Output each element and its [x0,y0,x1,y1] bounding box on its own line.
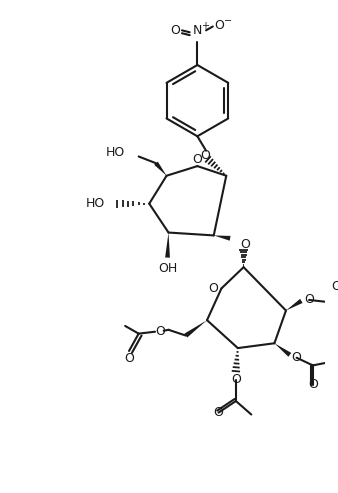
Text: O: O [208,282,218,295]
Text: O: O [308,378,318,391]
Text: O: O [304,293,314,307]
Text: O: O [155,325,165,338]
Text: OH: OH [158,262,177,275]
Text: −: − [224,16,232,26]
Text: O: O [241,238,250,250]
Text: O: O [170,24,180,37]
Text: O: O [214,406,223,419]
Text: +: + [201,21,209,31]
Text: O: O [124,352,134,365]
Text: O: O [215,19,224,32]
Text: HO: HO [86,197,105,210]
Polygon shape [214,236,231,241]
Polygon shape [286,299,303,311]
Text: O: O [192,153,202,166]
Text: O: O [231,373,241,387]
Polygon shape [154,162,167,176]
Polygon shape [165,233,170,258]
Text: O: O [292,351,301,364]
Text: HO: HO [106,146,125,159]
Text: O: O [331,280,338,293]
Polygon shape [185,320,207,338]
Polygon shape [274,343,291,357]
Text: O: O [200,149,210,162]
Text: N: N [193,24,202,37]
